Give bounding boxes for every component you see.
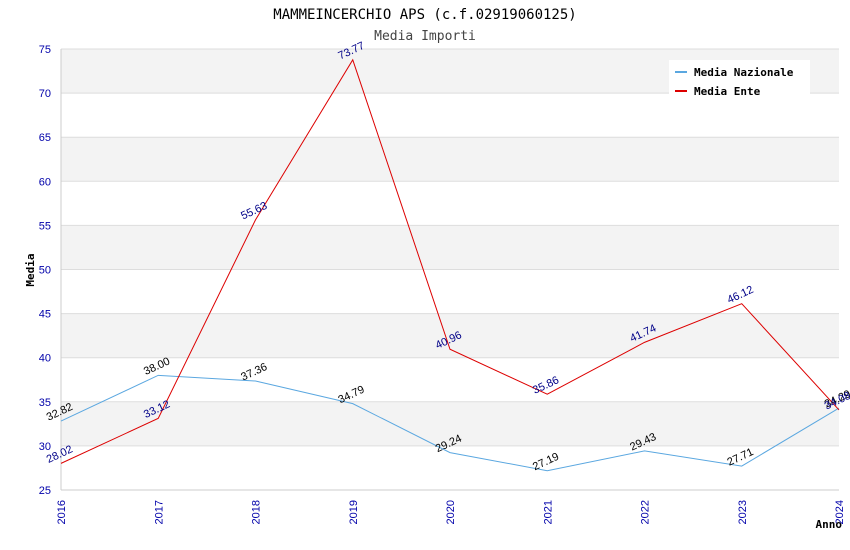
legend-box [669, 60, 810, 95]
plot-band [61, 225, 839, 270]
y-tick-label: 50 [39, 265, 51, 277]
y-tick-label: 30 [39, 441, 51, 453]
legend-label: Media Ente [694, 85, 761, 98]
plot-band [61, 181, 839, 226]
y-tick-label: 75 [39, 44, 51, 56]
x-tick-label: 2023 [737, 500, 749, 524]
y-axis-ticks: 25 30 35 40 45 50 55 60 65 70 75 [39, 44, 51, 497]
plot-band [61, 137, 839, 182]
axes [60, 49, 839, 491]
x-tick-label: 2018 [251, 500, 263, 524]
y-tick-label: 40 [39, 353, 51, 365]
series-line [60, 58, 840, 464]
x-tick-label: 2022 [640, 500, 652, 524]
y-tick-label: 70 [39, 88, 51, 100]
x-axis-ticks: 2016 2017 2018 2019 2020 2021 2022 2023 2024 [56, 500, 846, 524]
y-tick-label: 55 [39, 220, 51, 232]
legend: Media Nazionale Media Ente [669, 60, 810, 98]
x-axis-title: Anno [816, 518, 843, 531]
y-tick-label: 45 [39, 309, 51, 321]
y-tick-label: 35 [39, 397, 51, 409]
y-tick-label: 65 [39, 132, 51, 144]
plot-band [61, 93, 839, 138]
series-line [60, 374, 840, 472]
x-tick-label: 2021 [542, 500, 554, 524]
plot-band [61, 445, 839, 490]
chart-subtitle: Media Importi [374, 29, 476, 44]
x-tick-label: 2020 [445, 500, 457, 524]
y-axis-title: Media [24, 253, 37, 286]
chart-title: MAMMEINCERCHIO APS (c.f.02919060125) [273, 7, 576, 23]
plot-band [61, 401, 839, 446]
series-lines [60, 58, 840, 472]
y-tick-label: 25 [39, 485, 51, 497]
plot-band [61, 357, 839, 402]
y-tick-label: 60 [39, 176, 51, 188]
x-tick-label: 2017 [153, 500, 165, 524]
plot-band [61, 269, 839, 314]
legend-label: Media Nazionale [694, 66, 794, 79]
x-tick-label: 2024 [834, 500, 846, 524]
plot-band [61, 313, 839, 358]
x-tick-label: 2019 [348, 500, 360, 524]
plot-background [61, 49, 839, 490]
x-tick-label: 2016 [56, 500, 68, 524]
